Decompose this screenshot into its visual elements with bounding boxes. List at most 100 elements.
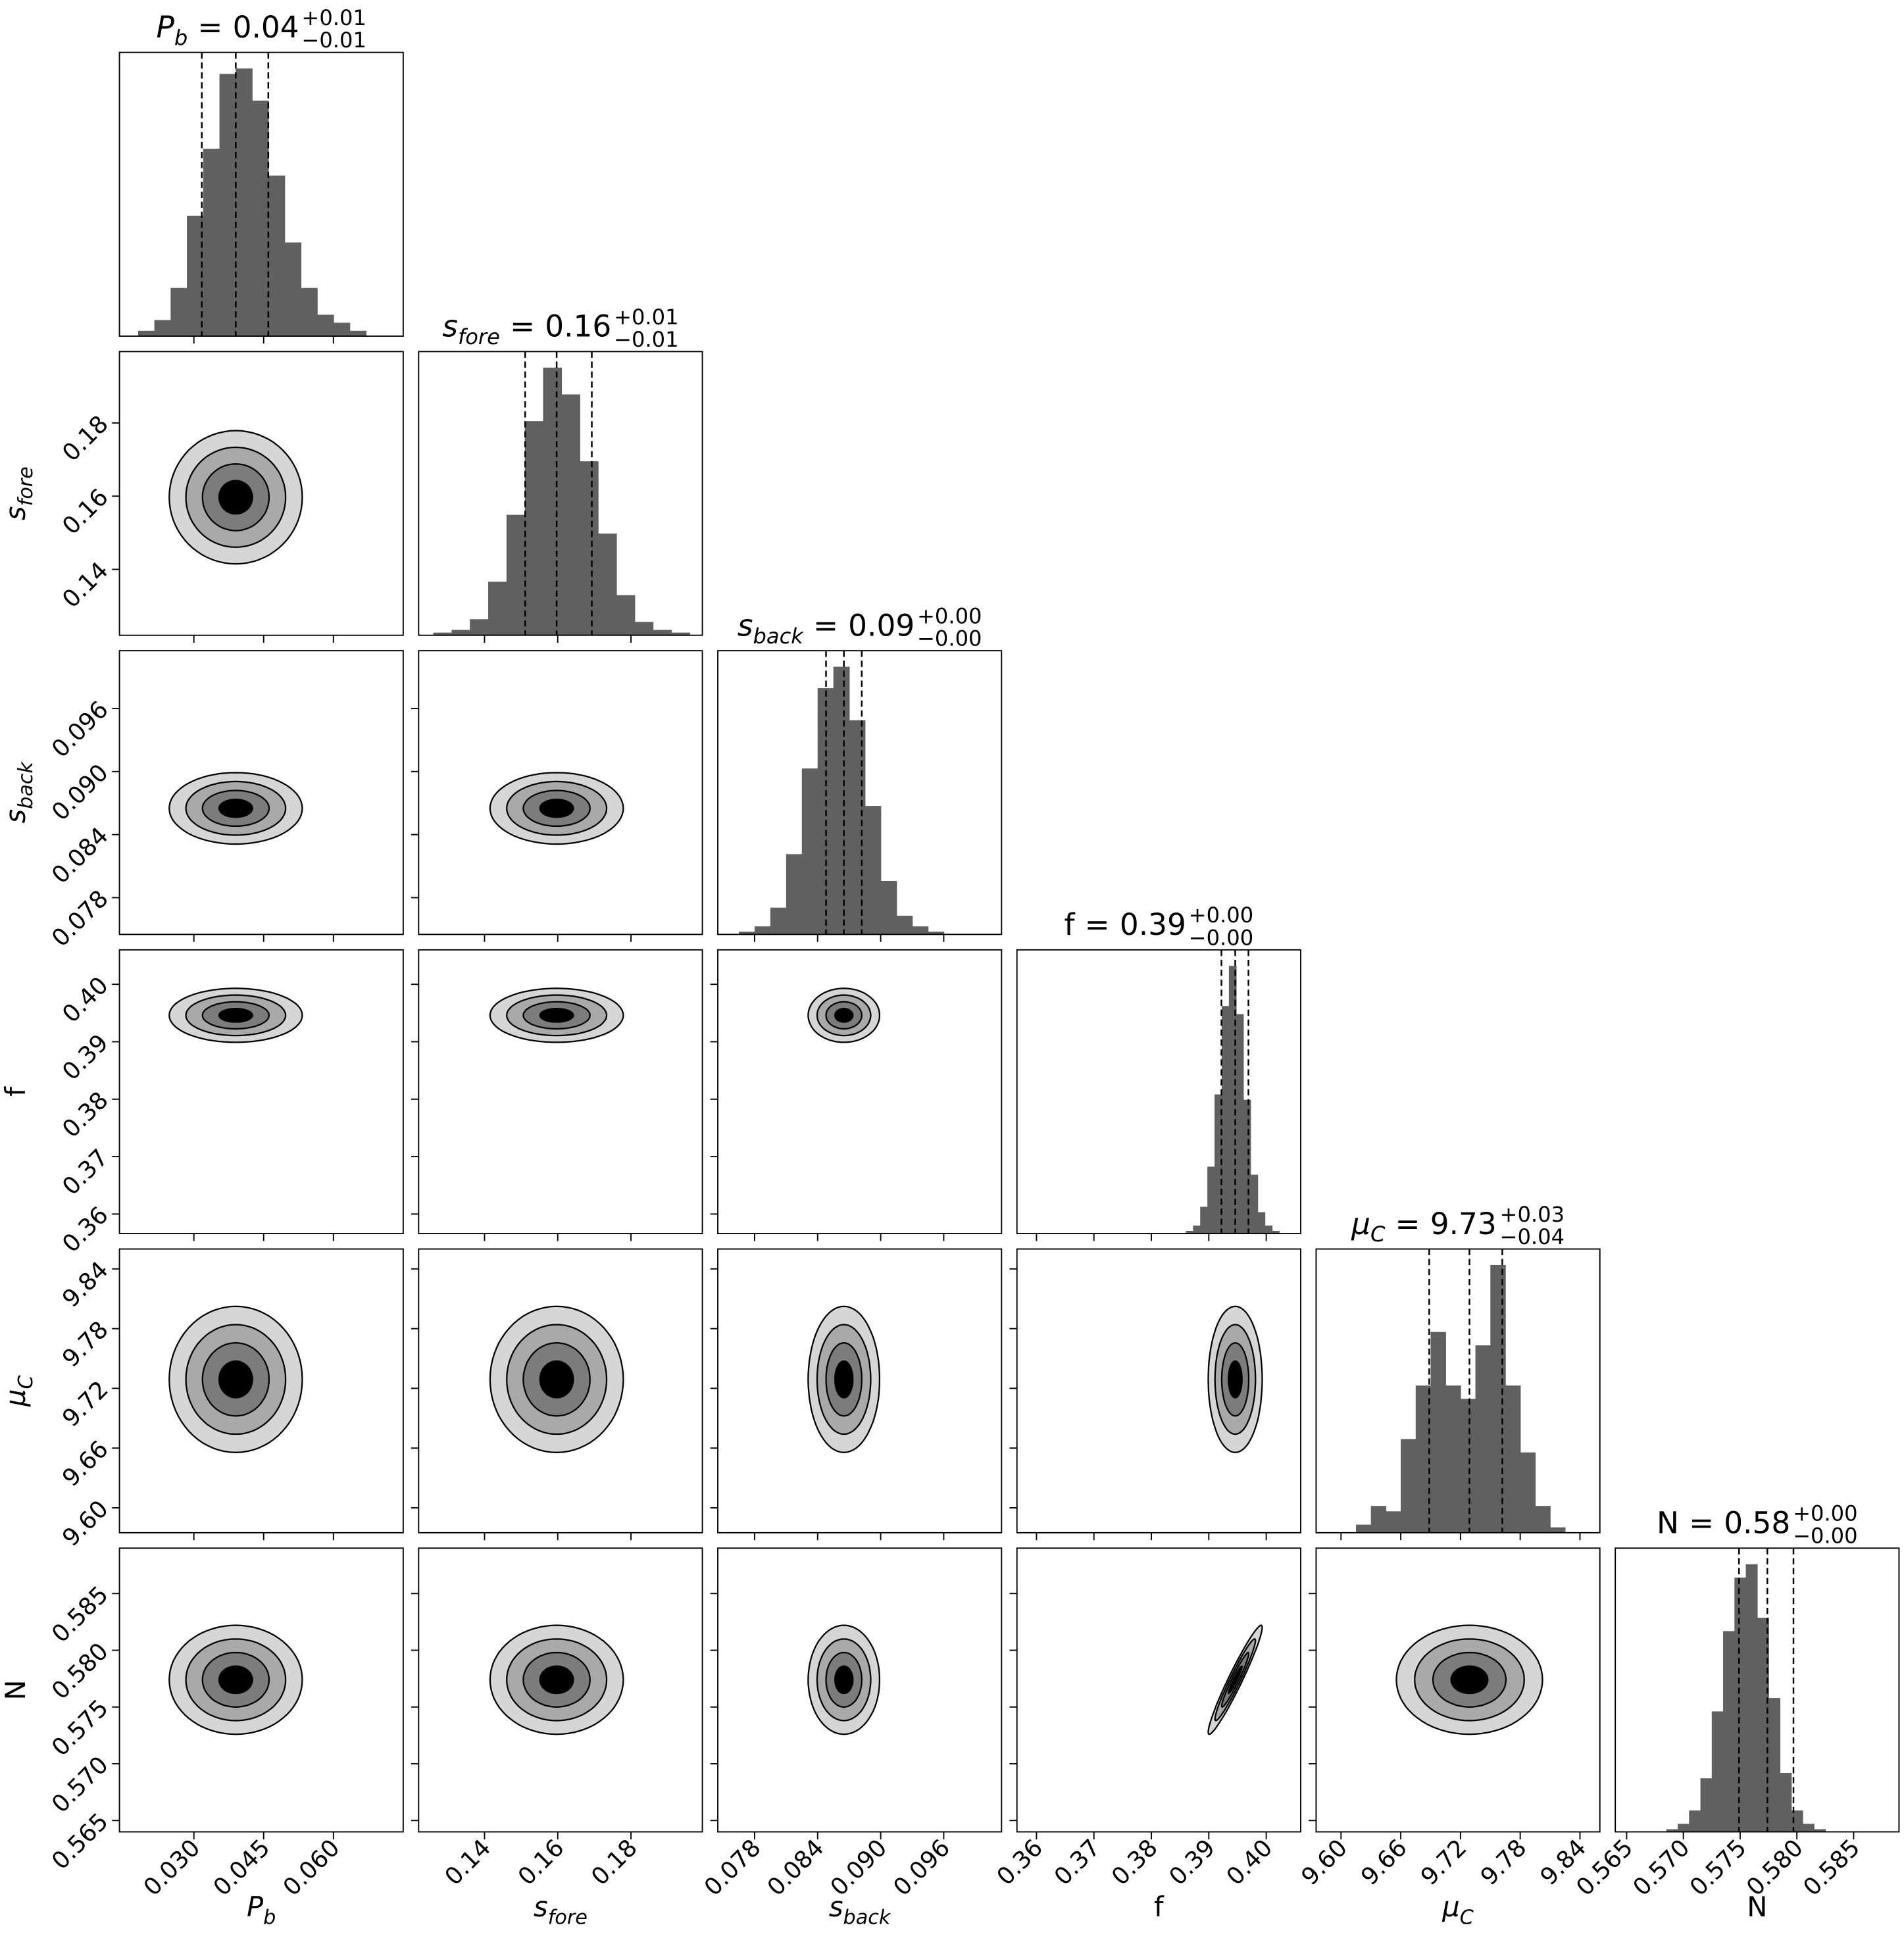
hist-bar — [1207, 1166, 1215, 1234]
x-tick-label: 0.16 — [513, 1834, 570, 1891]
label-sub: fore — [14, 466, 38, 506]
x-tick-label: 0.36 — [992, 1834, 1049, 1891]
panel — [710, 949, 1003, 1241]
panel-frame — [418, 650, 703, 935]
panel-frame — [118, 650, 404, 935]
panel — [411, 1248, 703, 1541]
y-tick-label: 0.37 — [57, 1144, 114, 1201]
label-main: f — [1154, 1891, 1165, 1923]
x-axis-label: N — [1747, 1891, 1767, 1923]
hist-bar — [1445, 1385, 1461, 1533]
contour — [218, 1007, 253, 1023]
x-tick-label: 0.030 — [139, 1834, 206, 1901]
hist-bar — [187, 215, 204, 336]
contour — [218, 1665, 253, 1695]
hist-bar — [849, 720, 866, 935]
hist-bar — [597, 534, 617, 636]
y-tick-label: 0.078 — [47, 885, 114, 953]
contour — [539, 1360, 574, 1399]
title-value: 0.04 — [233, 10, 299, 45]
panel — [710, 1547, 1003, 1839]
hist-bar — [896, 915, 913, 935]
label-main: μ — [1351, 1207, 1370, 1241]
label-main: s — [534, 1891, 548, 1923]
title-value: 0.16 — [545, 309, 611, 344]
panel-frame — [1315, 1547, 1601, 1833]
panel-frame — [717, 650, 1003, 935]
panel-title: f = 0.39 — [1065, 907, 1186, 942]
panel — [717, 650, 1003, 942]
label-sub: back — [753, 624, 804, 649]
hist-bar — [1734, 1578, 1747, 1832]
hist-bar — [1780, 1773, 1792, 1832]
contour — [834, 1007, 854, 1023]
hist-bar — [634, 622, 654, 636]
contour — [834, 1665, 854, 1695]
contour — [1228, 1665, 1243, 1695]
title-plus: +0.00 — [1189, 903, 1254, 928]
y-tick-label: 0.565 — [47, 1808, 114, 1875]
hist-bar — [1791, 1810, 1803, 1832]
hist-bar — [1700, 1778, 1713, 1832]
panel-frame — [1615, 1547, 1900, 1833]
panel — [1309, 1547, 1601, 1839]
contour — [1450, 1665, 1489, 1695]
panel-frame — [418, 1248, 703, 1533]
title-equals: = — [813, 608, 838, 643]
panel-frame — [118, 1547, 404, 1833]
label-main: μ — [0, 1389, 32, 1407]
hist-bar — [317, 314, 334, 336]
hist-bar — [1386, 1511, 1401, 1533]
hist-bar — [1550, 1527, 1566, 1533]
hist-bar — [1401, 1439, 1416, 1533]
label-sub: C — [1460, 1907, 1474, 1930]
title-equals: = — [1689, 1506, 1714, 1541]
panel-frame — [118, 351, 404, 636]
x-tick-label: 0.575 — [1685, 1834, 1752, 1901]
label-sub: C — [1370, 1222, 1386, 1247]
panel — [112, 1547, 404, 1839]
title-equals: = — [1085, 907, 1110, 942]
panel-frame — [1016, 1248, 1301, 1533]
hist-bar — [543, 367, 563, 636]
y-tick-label: 9.84 — [57, 1257, 114, 1313]
hist-bar — [1243, 1099, 1251, 1234]
hist-bar — [1678, 1824, 1690, 1832]
hist-bar — [1689, 1810, 1701, 1832]
hist-bar — [236, 68, 253, 336]
x-tick-label: 0.18 — [586, 1834, 643, 1891]
panel — [112, 949, 404, 1241]
hist-bar — [1666, 1829, 1678, 1832]
hist-bar — [1535, 1506, 1551, 1533]
hist-bar — [801, 768, 818, 935]
label-main: N — [1747, 1891, 1767, 1923]
label-sub: C — [14, 1375, 38, 1389]
x-tick-label: 9.66 — [1356, 1834, 1413, 1891]
x-tick-label: 0.39 — [1164, 1834, 1220, 1891]
y-axis-label: sback — [0, 760, 38, 823]
panel — [1615, 1547, 1900, 1839]
contour — [218, 799, 253, 818]
hist-bar — [470, 619, 489, 636]
hist-bar — [1745, 1564, 1758, 1832]
hist-bar — [301, 287, 318, 336]
x-tick-label: 9.72 — [1416, 1834, 1472, 1891]
panel — [1016, 949, 1301, 1241]
hist-bar — [524, 421, 544, 636]
hist-bar — [138, 330, 155, 336]
panel-frame — [418, 1547, 703, 1833]
hist-bar — [1460, 1399, 1476, 1533]
hist-bar — [786, 854, 803, 935]
contour — [539, 1007, 574, 1023]
x-axis-label: f — [1154, 1891, 1165, 1923]
y-tick-label: 9.66 — [57, 1435, 114, 1492]
hist-bar — [864, 806, 882, 935]
hist-bar — [1768, 1698, 1781, 1832]
hist-bar — [616, 595, 636, 636]
y-axis-label: μC — [0, 1375, 38, 1407]
hist-bar — [1430, 1332, 1446, 1533]
y-axis-label: sfore — [0, 466, 38, 520]
hist-bar — [1265, 1225, 1273, 1234]
y-tick-label: 0.38 — [57, 1087, 114, 1143]
